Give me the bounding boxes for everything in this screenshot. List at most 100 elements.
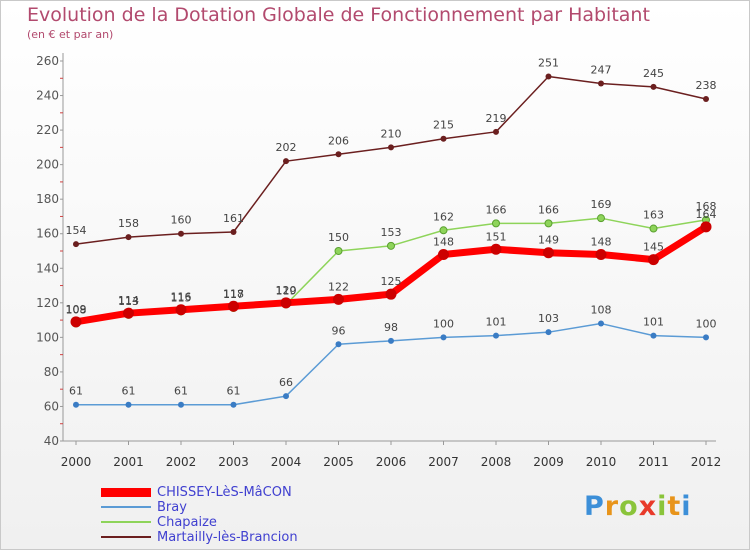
- y-tick-label: 40: [44, 434, 59, 448]
- data-label: 145: [643, 241, 664, 254]
- data-label: 61: [227, 385, 241, 398]
- data-label: 219: [486, 112, 507, 125]
- data-point: [178, 401, 184, 408]
- data-point: [230, 401, 237, 408]
- data-point: [230, 229, 237, 235]
- legend-label: Martailly-lès-Brancion: [157, 530, 298, 545]
- y-tick-label: 120: [36, 296, 59, 310]
- logo-letter: r: [604, 491, 620, 522]
- data-label: 168: [696, 200, 717, 213]
- y-tick-label: 60: [44, 399, 59, 413]
- x-tick-label: 2004: [271, 455, 302, 469]
- data-label: 166: [538, 203, 559, 216]
- data-label: 210: [381, 127, 402, 140]
- data-point: [598, 80, 604, 87]
- logo-letter: o: [619, 491, 639, 522]
- data-label: 202: [276, 141, 297, 154]
- y-tick-label: 240: [36, 89, 59, 103]
- data-point: [545, 329, 552, 336]
- x-tick-label: 2002: [166, 455, 197, 469]
- chart-title: Evolution de la Dotation Globale de Fonc…: [27, 4, 650, 26]
- data-label: 108: [591, 304, 612, 317]
- x-tick-label: 2006: [376, 455, 407, 469]
- data-point: [493, 332, 499, 339]
- data-label: 122: [328, 280, 349, 293]
- data-point: [387, 241, 395, 250]
- data-point: [703, 96, 709, 102]
- data-point: [598, 320, 604, 327]
- data-point: [650, 83, 657, 90]
- data-label: 150: [328, 231, 349, 244]
- data-label: 160: [171, 214, 192, 227]
- data-label: 118: [223, 287, 244, 300]
- data-point: [123, 307, 134, 319]
- legend-label: Bray: [157, 500, 187, 515]
- data-point: [700, 221, 712, 233]
- data-label: 148: [433, 235, 454, 248]
- data-label: 114: [118, 294, 139, 307]
- data-point: [280, 297, 292, 309]
- legend-label: Chapaize: [157, 515, 217, 530]
- y-tick-label: 180: [36, 192, 59, 206]
- data-label: 103: [538, 312, 559, 325]
- data-point: [650, 332, 657, 339]
- data-point: [703, 334, 709, 341]
- data-label: 151: [486, 230, 507, 243]
- data-point: [595, 248, 607, 260]
- data-point: [493, 128, 499, 135]
- x-tick-label: 2008: [481, 455, 512, 469]
- data-point: [440, 135, 447, 142]
- data-label: 215: [433, 119, 454, 132]
- y-tick-label: 100: [36, 330, 59, 344]
- data-label: 164: [696, 208, 717, 221]
- x-tick-label: 2009: [533, 455, 564, 469]
- data-label: 154: [66, 224, 87, 237]
- data-label: 101: [643, 316, 664, 329]
- legend-swatch: [101, 521, 151, 523]
- legend-swatch: [101, 487, 151, 497]
- data-point: [125, 401, 132, 408]
- data-label: 98: [384, 321, 398, 334]
- data-point: [335, 151, 342, 158]
- data-point: [597, 214, 605, 223]
- data-label: 117: [223, 288, 244, 301]
- data-label: 251: [538, 57, 559, 70]
- y-tick-label: 200: [36, 158, 59, 172]
- legend-label: CHISSEY-LèS-MâCON: [157, 485, 292, 500]
- data-point: [73, 241, 79, 248]
- logo-letter: t: [667, 491, 682, 522]
- data-label: 113: [118, 295, 139, 308]
- data-point: [543, 247, 554, 259]
- x-tick-label: 2005: [323, 455, 354, 469]
- logo-letter: i: [681, 491, 692, 522]
- data-point: [175, 304, 187, 316]
- data-label: 238: [696, 79, 717, 92]
- y-tick-label: 160: [36, 227, 59, 241]
- data-label: 100: [696, 317, 717, 330]
- data-point: [73, 401, 79, 408]
- data-point: [283, 393, 289, 400]
- data-label: 153: [381, 226, 402, 239]
- data-point: [283, 158, 289, 165]
- data-label: 61: [69, 385, 83, 398]
- data-point: [333, 293, 344, 305]
- data-point: [335, 341, 342, 348]
- data-label: 101: [486, 316, 507, 329]
- series-line: [76, 322, 707, 406]
- data-point: [649, 224, 658, 233]
- data-point: [388, 337, 394, 344]
- data-point: [385, 288, 397, 300]
- logo-letter: x: [638, 491, 658, 522]
- x-tick-label: 2000: [61, 455, 92, 469]
- data-point: [438, 248, 449, 260]
- y-tick-label: 140: [36, 261, 59, 275]
- legend-swatch: [101, 536, 151, 538]
- x-tick-label: 2007: [428, 455, 459, 469]
- logo-letter: i: [657, 491, 668, 522]
- data-point: [228, 300, 239, 312]
- data-label: 158: [118, 217, 139, 230]
- data-point: [648, 254, 659, 266]
- data-label: 116: [171, 291, 192, 304]
- data-point: [178, 230, 184, 237]
- x-tick-label: 2003: [218, 455, 249, 469]
